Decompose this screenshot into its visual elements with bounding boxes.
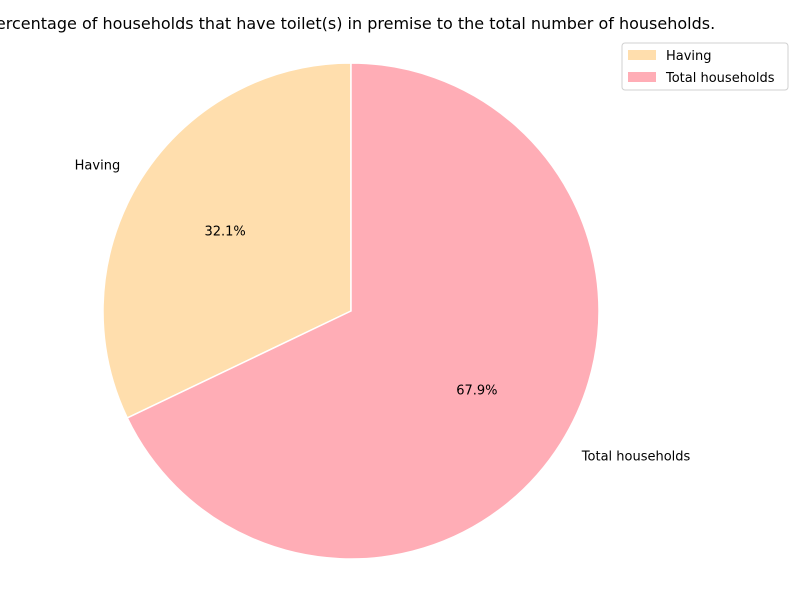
legend: Having Total households xyxy=(621,42,789,91)
pie-slices xyxy=(102,62,600,560)
legend-label: Having xyxy=(666,49,712,64)
slice-percent-label: 32.1% xyxy=(204,225,245,240)
legend-label: Total households xyxy=(665,71,775,86)
slice-label: Having xyxy=(75,159,121,174)
chart-title: Percentage of households that have toile… xyxy=(0,14,715,33)
legend-frame xyxy=(621,42,789,91)
slice-label: Total households xyxy=(581,449,691,464)
slice-percent-label: 67.9% xyxy=(456,383,497,398)
legend-swatch xyxy=(628,50,656,60)
pie-slice-total-households xyxy=(126,62,600,560)
legend-swatch xyxy=(628,72,656,82)
pie-labels: Having 32.1% Total households 67.9% xyxy=(75,159,691,465)
pie-slice-having xyxy=(102,62,352,420)
